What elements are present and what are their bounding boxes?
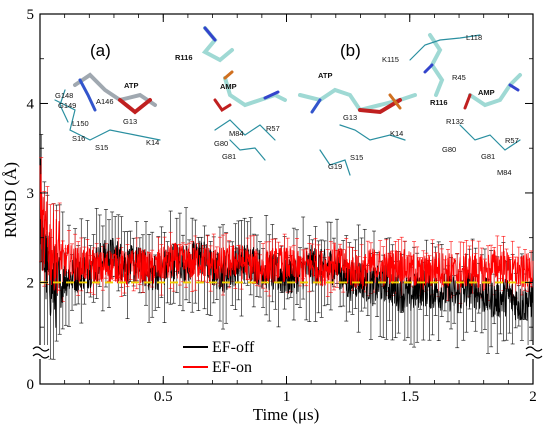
panel-a-label: (a) — [90, 41, 111, 60]
panel-b-residue-amp: AMP — [478, 88, 495, 97]
panel-b-residue-atp: ATP — [318, 71, 332, 80]
ef-on-series-line — [39, 165, 534, 294]
x-tick-label: 0.5 — [154, 389, 173, 405]
panel-a-residue-g13: G13 — [123, 117, 137, 126]
panel-a-residue-g81: G81 — [222, 152, 236, 161]
panel-b-residue-g19: G19 — [328, 162, 342, 171]
y-axis-break — [30, 345, 543, 359]
panel-b-residue-m84: M84 — [497, 168, 512, 177]
x-tick-label: 1 — [283, 389, 291, 405]
panel-b-residue-r132: R132 — [446, 117, 464, 126]
y-tick-label: 5 — [27, 7, 35, 23]
panel-a-residue-s16: S16 — [72, 134, 85, 143]
plot-frame — [39, 13, 534, 385]
panel-a-residue-a146: A146 — [96, 97, 114, 106]
panel-a-residue-g80: G80 — [214, 139, 228, 148]
y-tick-label: 4 — [27, 96, 35, 112]
legend-item-ef-off: EF-off — [183, 339, 255, 356]
panel-b-residue-k115: K115 — [382, 55, 399, 64]
panel-a-residue-k14: K14 — [146, 138, 159, 147]
y-tick-label: 3 — [27, 186, 35, 202]
panel-a-residue-amp: AMP — [220, 82, 237, 91]
panel-a-residue-g149: G149 — [58, 101, 76, 110]
panel-b-residue-g81: G81 — [481, 152, 495, 161]
panel-b-label: (b) — [340, 41, 361, 60]
panel-b-residue-k14: K14 — [390, 129, 403, 138]
y-tick-label: 2 — [27, 275, 35, 291]
panel-b-residue-r45: R45 — [452, 73, 466, 82]
ef-off-series-line — [39, 158, 534, 328]
panel-b-residue-s15: S15 — [350, 153, 363, 162]
legend-label-ef-off: EF-off — [212, 339, 255, 356]
panel-a-structure-inset: (a) R116 ATP AMP G148 G149 A146 L150 S16… — [54, 26, 287, 161]
panel-a-residue-m84: M84 — [229, 129, 244, 138]
panel-a-residue-g148: G148 — [55, 91, 73, 100]
panel-a-molecule-sticks — [54, 26, 287, 161]
panel-b-residue-r116: R116 — [430, 98, 448, 107]
panel-b-residue-g80: G80 — [442, 145, 456, 154]
legend-item-ef-on: EF-on — [183, 359, 252, 376]
panel-b-molecule-sticks — [298, 33, 522, 176]
panel-a-residue-r116: R116 — [175, 53, 193, 62]
x-tick-label: 2 — [529, 389, 537, 405]
legend: EF-off EF-on — [183, 339, 255, 376]
panel-b-residue-g13: G13 — [343, 113, 357, 122]
series-lines — [39, 158, 534, 328]
axis-ticks: 0.5 1 1.5 2 0 2 3 4 5 — [27, 7, 537, 405]
panel-b-residue-l118: L118 — [466, 33, 482, 42]
panel-a-residue-r57: R57 — [266, 124, 280, 133]
y-tick-label: 0 — [27, 377, 35, 393]
panel-b-residue-r57: R57 — [505, 136, 519, 145]
legend-label-ef-on: EF-on — [212, 359, 252, 376]
panel-a-residue-s15: S15 — [95, 143, 108, 152]
x-axis-title: Time (μs) — [253, 405, 320, 424]
x-tick-label: 1.5 — [400, 389, 419, 405]
panel-b-structure-inset: (b) L118 K115 R45 R116 ATP AMP G13 R132 … — [298, 33, 522, 177]
panel-a-residue-atp: ATP — [124, 81, 138, 90]
panel-a-residue-l150: L150 — [72, 119, 89, 128]
y-axis-title: RMSD (Å) — [1, 162, 20, 238]
